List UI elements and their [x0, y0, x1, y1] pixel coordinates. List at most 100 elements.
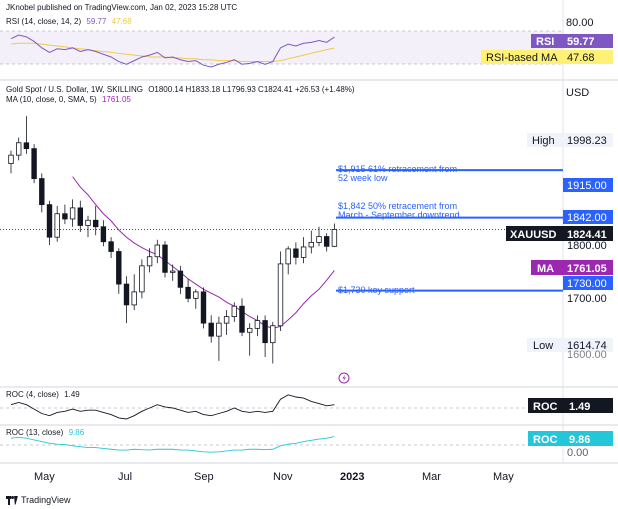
axis-1600: 1600.00 [567, 349, 607, 361]
candle-body [185, 286, 191, 299]
axis-1800: 1800.00 [567, 240, 607, 252]
low-tag-label: Low [533, 340, 553, 352]
rsi-ma-tag-value: 47.68 [567, 52, 595, 64]
roc13-tag-value: 9.86 [569, 434, 590, 446]
rsi-ma-line [10, 42, 335, 63]
symbol-legend: Gold Spot / U.S. Dollar, 1W, SKILLING O1… [6, 85, 355, 94]
publisher-text: JKnobel published on TradingView.com, Ja… [6, 3, 238, 12]
candle-body [31, 148, 37, 179]
ma-legend: MA (10, close, 0, SMA, 5) 1761.05 [6, 95, 131, 104]
publisher-header: JKnobel published on TradingView.com, Ja… [6, 3, 237, 12]
tradingview-logo-icon [6, 495, 18, 505]
time-label-2023: 2023 [340, 471, 364, 483]
candle-body [246, 327, 253, 333]
candle-body [231, 305, 237, 318]
candle-body [108, 241, 114, 252]
candle-body [62, 213, 68, 220]
low-tag-bg [527, 338, 613, 352]
candle-body [270, 325, 276, 344]
candle-body [15, 142, 22, 156]
rsi-line [10, 34, 335, 68]
price-tag-value: 1824.41 [567, 229, 607, 241]
roc4-legend: ROC (4, close) 1.49 [6, 390, 80, 399]
candle-body [285, 248, 291, 265]
candle-body [208, 322, 214, 337]
ma-legend-name: MA (10, close, 0, SMA, 5) [6, 95, 97, 104]
high-tag-bg [527, 133, 613, 147]
candle-body [93, 219, 99, 228]
candle-body [169, 270, 176, 273]
level-1915-tag: 1915.00 [567, 180, 607, 192]
roc4-tag-label: ROC [533, 401, 558, 413]
rsi-ma-legend-value: 47.68 [111, 17, 132, 26]
candle-body [39, 178, 45, 206]
ma-legend-value: 1761.05 [101, 95, 131, 104]
candle-body [77, 207, 83, 226]
currency-label: USD [566, 87, 589, 99]
roc13-axis-label: 0.00 [567, 447, 588, 459]
candle-body [131, 291, 137, 306]
roc4-legend-name: ROC (4, close) [6, 390, 59, 399]
candle-body [262, 320, 268, 344]
roc4-series [10, 394, 335, 420]
candle-body [216, 322, 222, 337]
candle-body [316, 236, 322, 243]
candle-body [162, 244, 168, 273]
roc4-legend-value: 1.49 [64, 390, 80, 399]
tradingview-brand-text: TradingView [21, 495, 71, 505]
time-label-nov: Nov [273, 471, 293, 483]
high-tag-label: High [532, 135, 555, 147]
annotation-1915-line2: 52 week low [338, 173, 388, 183]
roc13-tag-bg [528, 431, 613, 446]
candle-body [100, 226, 107, 243]
candle-body [146, 256, 153, 267]
candle-body [154, 244, 160, 258]
roc4-tag-bg [528, 398, 613, 413]
level-1915-tag-bg [563, 178, 613, 192]
high-tag-value: 1998.23 [567, 135, 607, 147]
candle-body [46, 204, 53, 238]
ma-tag-bg [531, 260, 613, 275]
annotation-1842-line2: March - September downtrend [338, 210, 460, 220]
rsi-series [10, 34, 335, 68]
roc13-line [10, 436, 335, 453]
time-label-sep: Sep [194, 471, 214, 483]
level-lines [336, 169, 563, 292]
rsi-legend-name: RSI (14, close, 14, 2) [6, 17, 82, 26]
roc13-series [10, 436, 335, 453]
low-tag-value: 1614.74 [567, 340, 607, 352]
time-label-may: May [34, 471, 55, 483]
candle-body [300, 246, 307, 258]
candlestick-series [8, 116, 338, 364]
candle-body [223, 316, 230, 324]
axis-1700: 1700.00 [567, 293, 607, 305]
candle-body [177, 270, 184, 288]
candle-body [116, 251, 122, 285]
candle-body [23, 142, 30, 150]
rsi-axis-label: 80.00 [566, 17, 594, 29]
roc4-line [10, 394, 335, 420]
candle-body [85, 219, 91, 226]
annotation-1730: $1,730 key support [338, 285, 415, 295]
annotation-1842-line1: $1,842 50% retracement from [338, 201, 457, 211]
time-label-may-2023: May [493, 471, 514, 483]
candle-body [139, 265, 145, 293]
candle-body [69, 207, 76, 220]
candle-body [193, 291, 199, 299]
ohlc-values: O1800.14 H1833.18 L1796.93 C1824.41 +26.… [148, 85, 355, 94]
candle-body [200, 291, 207, 324]
time-label-jul: Jul [118, 471, 132, 483]
roc13-tag-label: ROC [533, 434, 558, 446]
price-tag-bg [506, 226, 613, 241]
candle-body [8, 154, 14, 165]
roc13-legend-value: 9.86 [68, 428, 85, 437]
candle-body [277, 263, 284, 327]
roc13-legend-name: ROC (13, close) [6, 428, 64, 437]
candle-body [254, 320, 261, 329]
tradingview-brand[interactable]: TradingView [6, 495, 71, 505]
event-marker-icon[interactable] [338, 372, 350, 384]
rsi-legend-value: 59.77 [86, 17, 107, 26]
candle-body [323, 236, 330, 247]
level-1842-tag: 1842.00 [567, 212, 607, 224]
